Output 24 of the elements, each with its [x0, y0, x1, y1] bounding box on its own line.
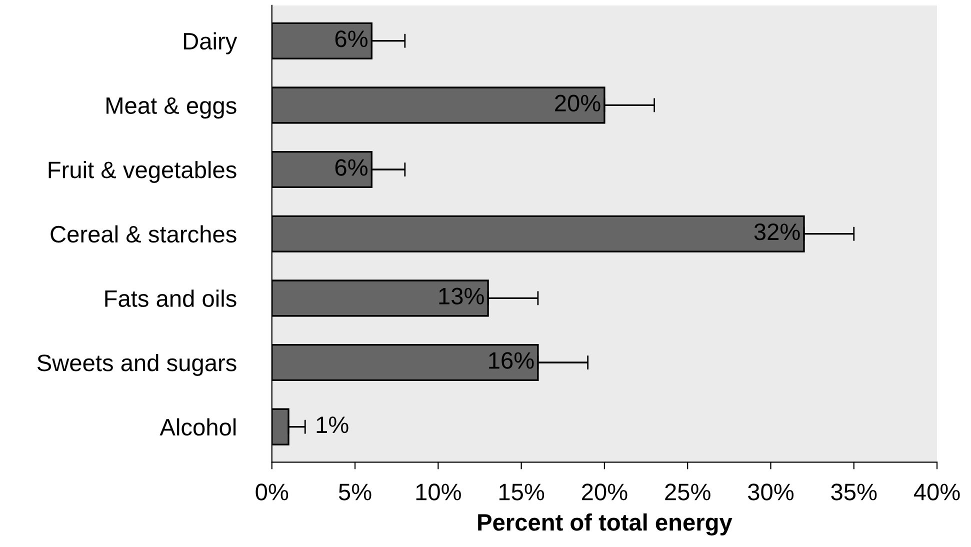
y-tick-label: Fats and oils	[105, 290, 236, 307]
x-axis-title: Percent of total energy	[478, 513, 732, 536]
y-tick-label: Fruit & vegetables	[48, 160, 236, 183]
x-tick-label: 15%	[499, 484, 544, 500]
x-tick-label: 10%	[416, 484, 461, 500]
y-tick-label: Sweets and sugars	[37, 354, 236, 376]
data-label: 16%	[489, 352, 534, 369]
y-tick-label: Alcohol	[160, 418, 236, 436]
data-label: 1%	[316, 416, 348, 434]
y-tick-label: Dairy	[184, 32, 238, 54]
data-label: 20%	[555, 94, 600, 112]
data-label: 13%	[439, 288, 484, 305]
x-tick-label: 35%	[831, 484, 877, 500]
data-label: 32%	[754, 223, 800, 240]
data-label: 6%	[335, 159, 368, 176]
x-tick-label: 5%	[338, 484, 372, 500]
x-tick-label: 0%	[256, 484, 288, 500]
x-tick-label: 30%	[748, 484, 794, 500]
y-tick-label: Meat & eggs	[106, 97, 236, 119]
x-tick-label: 25%	[665, 484, 710, 500]
x-tick-label: 40%	[914, 484, 960, 500]
y-tick-label: Cereal & starches	[50, 225, 236, 243]
x-tick-label: 20%	[582, 484, 628, 500]
data-label: 6%	[335, 30, 368, 48]
